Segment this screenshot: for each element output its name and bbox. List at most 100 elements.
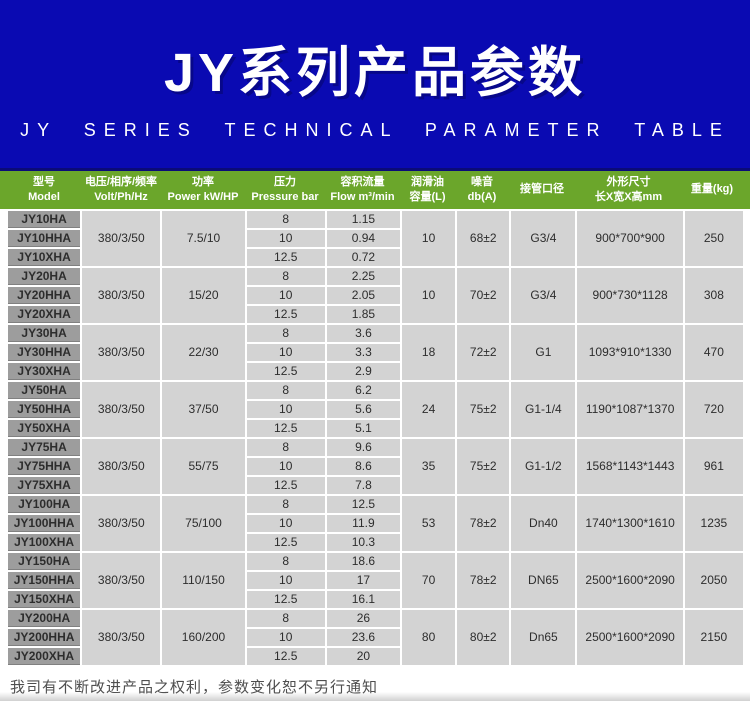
- noise-cell: 75±2: [457, 382, 510, 437]
- column-header: 功率 Power kW/HP: [167, 175, 239, 203]
- weight-cell: 961: [684, 439, 743, 494]
- table-row: JY150XHA 12.5 16.1: [8, 591, 743, 608]
- flow-cell: 16.1: [326, 591, 401, 608]
- volt-cell: 380/3/50: [82, 553, 161, 608]
- model-cell: JY10HHA: [8, 230, 81, 247]
- pressure-cell: 8: [246, 325, 325, 342]
- pipe-size-cell: G1-1/2: [511, 439, 576, 494]
- flow-cell: 3.3: [326, 344, 401, 361]
- table-row: JY100HA 380/3/50 75/100 8 12.5 53 78±2 Dn40 1740…: [8, 496, 743, 551]
- pressure-cell: 10: [246, 344, 325, 361]
- table-row: JY30HHA 10 3.3: [8, 344, 743, 361]
- noise-cell: 70±2: [457, 268, 510, 323]
- volt-cell: 380/3/50: [82, 211, 161, 266]
- flow-cell: 2.25: [326, 268, 401, 285]
- table-row: JY30HA 380/3/50 22/30 8 3.6 18 72±2 G1 1093*910*…: [8, 325, 743, 380]
- weight-cell: 2050: [684, 553, 743, 608]
- table-header-row: 型号 Model 电压/相序/频率 Volt/Ph/Hz 功率 Power kW/HP 压力…: [0, 171, 750, 209]
- dimensions-cell: 2500*1600*2090: [577, 610, 683, 665]
- model-cell: JY75XHA: [8, 477, 81, 494]
- flow-cell: 0.72: [326, 249, 401, 266]
- parameter-table: JY10HA 380/3/50 7.5/10 8 1.15 10 68±2 G3/4 900*7…: [6, 209, 745, 667]
- model-cell: JY20HA: [8, 268, 81, 285]
- model-cell: JY10HA: [8, 211, 81, 228]
- model-cell: JY50XHA: [8, 420, 81, 437]
- table-row: JY150HA 380/3/50 110/150 8 18.6 70 78±2 DN65 250…: [8, 553, 743, 608]
- column-header: 电压/相序/频率 Volt/Ph/Hz: [84, 175, 158, 203]
- pressure-cell: 10: [246, 401, 325, 418]
- volt-cell: 380/3/50: [82, 325, 161, 380]
- flow-cell: 6.2: [326, 382, 401, 399]
- model-cell: JY20XHA: [8, 306, 81, 323]
- weight-cell: 720: [684, 382, 743, 437]
- column-header: 润滑油 容量(L): [409, 175, 446, 203]
- column-header: 噪音 db(A): [467, 175, 497, 203]
- table-row: JY150HHA 10 17: [8, 572, 743, 589]
- noise-cell: 80±2: [457, 610, 510, 665]
- volt-cell: 380/3/50: [82, 268, 161, 323]
- pressure-cell: 12.5: [246, 363, 325, 380]
- noise-cell: 78±2: [457, 496, 510, 551]
- table-row: JY75HHA 10 8.6: [8, 458, 743, 475]
- flow-cell: 17: [326, 572, 401, 589]
- power-cell: 15/20: [162, 268, 245, 323]
- model-cell: JY20HHA: [8, 287, 81, 304]
- pipe-size-cell: G3/4: [511, 211, 576, 266]
- model-cell: JY150XHA: [8, 591, 81, 608]
- flow-cell: 7.8: [326, 477, 401, 494]
- model-cell: JY30HA: [8, 325, 81, 342]
- power-cell: 22/30: [162, 325, 245, 380]
- table-row: JY75HA 380/3/50 55/75 8 9.6 35 75±2 G1-1/2 1568*…: [8, 439, 743, 494]
- pressure-cell: 8: [246, 268, 325, 285]
- power-cell: 75/100: [162, 496, 245, 551]
- pressure-cell: 10: [246, 458, 325, 475]
- flow-cell: 2.05: [326, 287, 401, 304]
- page-title: JY系列产品参数: [163, 42, 587, 103]
- pressure-cell: 8: [246, 553, 325, 570]
- noise-cell: 72±2: [457, 325, 510, 380]
- weight-cell: 308: [684, 268, 743, 323]
- oil-capacity-cell: 10: [402, 211, 456, 266]
- oil-capacity-cell: 10: [402, 268, 456, 323]
- pipe-size-cell: Dn40: [511, 496, 576, 551]
- flow-cell: 12.5: [326, 496, 401, 513]
- model-cell: JY10XHA: [8, 249, 81, 266]
- model-cell: JY75HA: [8, 439, 81, 456]
- pressure-cell: 10: [246, 629, 325, 646]
- oil-capacity-cell: 80: [402, 610, 456, 665]
- flow-cell: 2.9: [326, 363, 401, 380]
- model-cell: JY100HA: [8, 496, 81, 513]
- pipe-size-cell: G3/4: [511, 268, 576, 323]
- pressure-cell: 12.5: [246, 249, 325, 266]
- power-cell: 160/200: [162, 610, 245, 665]
- flow-cell: 0.94: [326, 230, 401, 247]
- pressure-cell: 12.5: [246, 306, 325, 323]
- page-subtitle: JY SERIES TECHNICAL PARAMETER TABLE: [20, 119, 730, 140]
- column-header: 容积流量 Flow m³/min: [330, 175, 395, 203]
- power-cell: 37/50: [162, 382, 245, 437]
- flow-cell: 8.6: [326, 458, 401, 475]
- pressure-cell: 8: [246, 211, 325, 228]
- weight-cell: 250: [684, 211, 743, 266]
- power-cell: 7.5/10: [162, 211, 245, 266]
- volt-cell: 380/3/50: [82, 496, 161, 551]
- model-cell: JY75HHA: [8, 458, 81, 475]
- noise-cell: 75±2: [457, 439, 510, 494]
- pressure-cell: 12.5: [246, 420, 325, 437]
- model-cell: JY100HHA: [8, 515, 81, 532]
- oil-capacity-cell: 35: [402, 439, 456, 494]
- dimensions-cell: 1093*910*1330: [577, 325, 683, 380]
- weight-cell: 1235: [684, 496, 743, 551]
- model-cell: JY200XHA: [8, 648, 81, 665]
- table-row: JY20HA 380/3/50 15/20 8 2.25 10 70±2 G3/4 900*73…: [8, 268, 743, 323]
- dimensions-cell: 900*700*900: [577, 211, 683, 266]
- column-header: 压力 Pressure bar: [251, 175, 319, 203]
- weight-cell: 2150: [684, 610, 743, 665]
- footer-note: 我司有不断改进产品之权利，参数变化恕不另行通知: [10, 679, 379, 696]
- model-cell: JY50HHA: [8, 401, 81, 418]
- table-row: JY30XHA 12.5 2.9: [8, 363, 743, 380]
- oil-capacity-cell: 18: [402, 325, 456, 380]
- model-cell: JY200HA: [8, 610, 81, 627]
- pressure-cell: 10: [246, 287, 325, 304]
- power-cell: 55/75: [162, 439, 245, 494]
